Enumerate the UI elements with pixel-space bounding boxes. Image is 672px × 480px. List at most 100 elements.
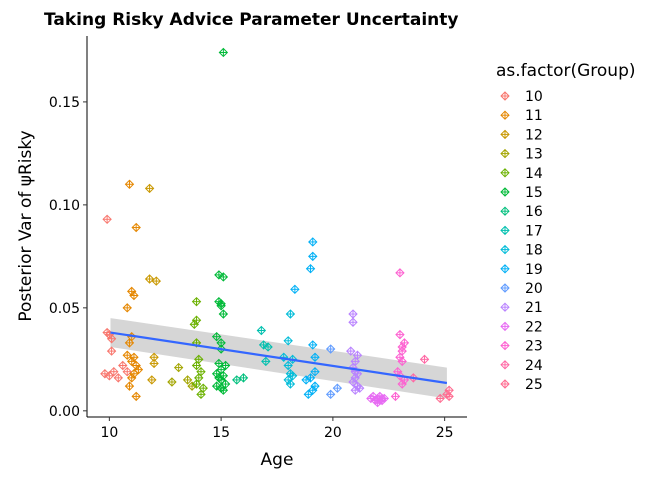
legend-label: 16 bbox=[525, 204, 543, 220]
point-group-17-3 bbox=[261, 356, 271, 367]
point-group-17-0 bbox=[256, 325, 267, 336]
y-tick-label: 0.05 bbox=[49, 301, 80, 317]
y-tick-label: 0.15 bbox=[49, 95, 80, 111]
legend-key-11 bbox=[500, 110, 510, 120]
point-group-13-1 bbox=[173, 362, 184, 373]
point-group-13-2 bbox=[182, 375, 193, 385]
point-group-24-0 bbox=[419, 354, 430, 365]
point-group-16-0 bbox=[232, 375, 242, 385]
x-tick-label: 10 bbox=[100, 425, 118, 441]
legend-key-12 bbox=[500, 129, 510, 140]
point-group-14-10 bbox=[196, 389, 206, 400]
legend-key-20 bbox=[500, 283, 510, 293]
legend-item-13: 13 bbox=[500, 147, 543, 163]
legend-key-16 bbox=[500, 206, 510, 216]
point-group-23-0 bbox=[395, 268, 405, 278]
point-group-23-11 bbox=[390, 391, 401, 402]
legend-item-23: 23 bbox=[500, 339, 543, 355]
chart-title: Taking Risky Advice Parameter Uncertaint… bbox=[44, 10, 458, 30]
legend-label: 17 bbox=[525, 223, 543, 239]
point-group-20-0 bbox=[325, 344, 336, 354]
point-group-25-0 bbox=[435, 393, 445, 404]
point-group-22-9 bbox=[366, 393, 376, 404]
point-group-15-2 bbox=[218, 272, 229, 282]
trend-line-layer bbox=[110, 331, 448, 385]
point-group-15-5 bbox=[216, 301, 226, 311]
point-group-11-15 bbox=[131, 391, 141, 402]
point-group-19-1 bbox=[308, 251, 318, 262]
legend-item-21: 21 bbox=[500, 300, 543, 316]
legend-item-19: 19 bbox=[500, 262, 543, 278]
legend-key-19 bbox=[500, 264, 510, 274]
legend-key-13 bbox=[500, 148, 510, 159]
legend-item-20: 20 bbox=[500, 281, 543, 297]
point-group-20-1 bbox=[332, 383, 343, 393]
point-group-21-0 bbox=[348, 309, 358, 319]
point-group-11-7 bbox=[122, 350, 132, 360]
point-group-10-9 bbox=[122, 366, 132, 377]
point-group-21-1 bbox=[348, 317, 358, 327]
legend-label: 24 bbox=[525, 358, 543, 374]
legend-label: 20 bbox=[525, 281, 543, 297]
trend-line bbox=[110, 331, 448, 385]
point-group-15-6 bbox=[218, 309, 229, 319]
point-group-10-3 bbox=[106, 334, 117, 344]
legend-key-18 bbox=[500, 244, 510, 255]
point-group-25-3 bbox=[444, 391, 454, 402]
point-group-11-14 bbox=[124, 381, 135, 391]
legend-title: as.factor(Group) bbox=[496, 61, 636, 81]
point-group-14-2 bbox=[189, 319, 200, 330]
x-tick-label: 15 bbox=[212, 425, 230, 441]
point-group-18-1 bbox=[283, 336, 293, 346]
legend: as.factor(Group) 10 11 12 13 14 15 16 17 18 19 20 2… bbox=[496, 61, 636, 393]
x-axis-title: Age bbox=[261, 450, 294, 470]
legend-item-12: 12 bbox=[500, 127, 543, 143]
point-group-12-4 bbox=[149, 358, 159, 369]
point-group-13-0 bbox=[167, 377, 177, 387]
legend-item-18: 18 bbox=[500, 243, 543, 259]
point-group-12-5 bbox=[147, 375, 157, 385]
legend-key-22 bbox=[500, 321, 510, 332]
x-tick-label: 20 bbox=[324, 425, 342, 441]
point-group-11-4 bbox=[122, 303, 132, 313]
point-group-18-0 bbox=[285, 309, 296, 319]
point-group-17-2 bbox=[263, 342, 273, 352]
points-layer bbox=[100, 47, 454, 408]
point-group-11-13 bbox=[126, 373, 137, 383]
x-tick-label: 25 bbox=[436, 425, 454, 441]
legend-label: 15 bbox=[525, 185, 543, 201]
point-group-11-3 bbox=[129, 290, 139, 301]
legend-key-17 bbox=[500, 225, 510, 236]
point-group-23-1 bbox=[395, 329, 405, 340]
point-group-18-8 bbox=[285, 379, 296, 389]
point-group-10-10 bbox=[113, 373, 124, 383]
legend-key-24 bbox=[500, 360, 510, 370]
point-group-11-6 bbox=[124, 338, 135, 348]
point-group-14-5 bbox=[191, 360, 202, 371]
point-group-19-3 bbox=[290, 284, 300, 295]
point-group-11-1 bbox=[131, 222, 141, 233]
point-group-11-0 bbox=[124, 179, 135, 189]
legend-item-17: 17 bbox=[500, 223, 543, 239]
point-group-18-4 bbox=[283, 360, 293, 371]
legend-label: 25 bbox=[525, 377, 543, 393]
point-group-10-0 bbox=[102, 214, 112, 224]
point-group-15-7 bbox=[211, 331, 222, 342]
legend-item-15: 15 bbox=[500, 185, 543, 201]
point-group-22-8 bbox=[377, 395, 387, 406]
point-group-12-1 bbox=[144, 274, 155, 284]
legend-label: 21 bbox=[525, 300, 543, 316]
legend-label: 13 bbox=[525, 147, 543, 163]
point-group-21-2 bbox=[346, 346, 356, 356]
legend-label: 12 bbox=[525, 127, 543, 143]
point-group-19-0 bbox=[308, 237, 318, 247]
legend-label: 19 bbox=[525, 262, 543, 278]
legend-label: 18 bbox=[525, 243, 543, 259]
point-group-19-6 bbox=[310, 366, 320, 377]
point-group-14-8 bbox=[191, 379, 202, 389]
point-group-20-2 bbox=[325, 389, 336, 400]
legend-item-22: 22 bbox=[500, 319, 543, 335]
point-group-19-8 bbox=[301, 375, 311, 385]
legend-item-25: 25 bbox=[500, 377, 543, 393]
